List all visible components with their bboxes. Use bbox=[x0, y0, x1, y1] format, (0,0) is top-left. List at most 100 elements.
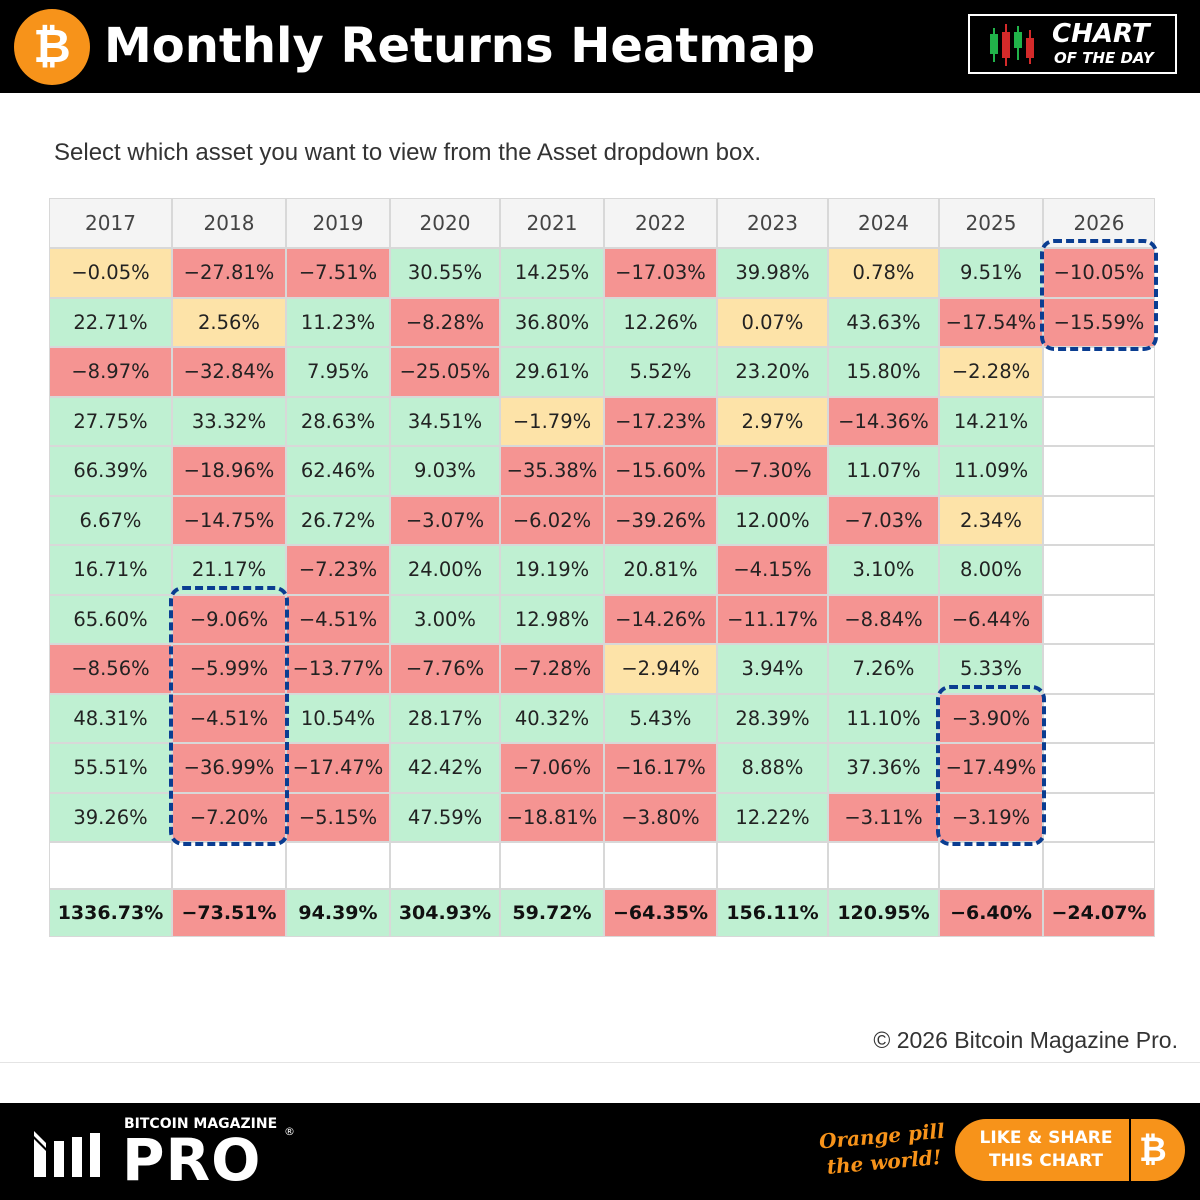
heatmap-cell: 47.59% bbox=[390, 792, 500, 842]
heatmap-cell: −15.59% bbox=[1043, 297, 1155, 347]
heatmap-cell: 2.34% bbox=[939, 495, 1043, 545]
heatmap-cell: 9.51% bbox=[939, 248, 1043, 298]
heatmap-cell: 26.72% bbox=[286, 495, 390, 545]
year-header-2019: 2019 bbox=[286, 198, 390, 248]
total-cell: −73.51% bbox=[172, 889, 286, 937]
heatmap-cell: 29.61% bbox=[500, 347, 604, 397]
heatmap-cell: −9.06% bbox=[172, 594, 286, 644]
registered-mark: ® bbox=[284, 1125, 295, 1138]
heatmap-cell: 43.63% bbox=[828, 297, 939, 347]
year-header-2020: 2020 bbox=[390, 198, 500, 248]
heatmap-cell bbox=[1043, 446, 1155, 496]
heatmap-cell: 28.63% bbox=[286, 396, 390, 446]
heatmap-cell: −14.26% bbox=[604, 594, 717, 644]
heatmap-cell: 66.39% bbox=[49, 446, 172, 496]
heatmap-cell: 11.07% bbox=[828, 446, 939, 496]
heatmap-cell: −5.15% bbox=[286, 792, 390, 842]
heatmap-cell: −3.90% bbox=[939, 693, 1043, 743]
heatmap-cell bbox=[1043, 792, 1155, 842]
heatmap-cell bbox=[1043, 396, 1155, 446]
heatmap-cell: 3.94% bbox=[717, 644, 828, 694]
heatmap-cell: 7.95% bbox=[286, 347, 390, 397]
like-share-button[interactable]: LIKE & SHARE THIS CHART ₿ bbox=[955, 1119, 1185, 1181]
heatmap-cell: 11.23% bbox=[286, 297, 390, 347]
heatmap-spacer-cell bbox=[49, 842, 172, 889]
svg-text:₿: ₿ bbox=[33, 19, 71, 73]
heatmap-cell: −11.17% bbox=[717, 594, 828, 644]
share-line1: LIKE & SHARE bbox=[979, 1128, 1113, 1148]
heatmap-cell: −27.81% bbox=[172, 248, 286, 298]
heatmap-cell: 0.07% bbox=[717, 297, 828, 347]
candlestick-icon bbox=[990, 24, 1034, 66]
page-title: Monthly Returns Heatmap bbox=[104, 18, 816, 74]
heatmap-cell: −5.99% bbox=[172, 644, 286, 694]
heatmap-cell: 55.51% bbox=[49, 743, 172, 793]
heatmap-cell: 33.32% bbox=[172, 396, 286, 446]
heatmap-cell: 0.78% bbox=[828, 248, 939, 298]
heatmap-cell bbox=[1043, 495, 1155, 545]
total-cell: 94.39% bbox=[286, 889, 390, 937]
heatmap-cell: 28.39% bbox=[717, 693, 828, 743]
heatmap-cell: 3.00% bbox=[390, 594, 500, 644]
heatmap-cell: −4.15% bbox=[717, 545, 828, 595]
heatmap-cell: −39.26% bbox=[604, 495, 717, 545]
heatmap-cell: 24.00% bbox=[390, 545, 500, 595]
heatmap-cell: −3.07% bbox=[390, 495, 500, 545]
heatmap-cell: −6.44% bbox=[939, 594, 1043, 644]
heatmap-cell: 12.26% bbox=[604, 297, 717, 347]
heatmap-cell: 39.98% bbox=[717, 248, 828, 298]
year-header-2018: 2018 bbox=[172, 198, 286, 248]
heatmap-cell: 20.81% bbox=[604, 545, 717, 595]
heatmap-cell: −17.54% bbox=[939, 297, 1043, 347]
heatmap-cell: 65.60% bbox=[49, 594, 172, 644]
total-cell: −24.07% bbox=[1043, 889, 1155, 937]
heatmap-cell: −17.47% bbox=[286, 743, 390, 793]
heatmap-cell: −13.77% bbox=[286, 644, 390, 694]
heatmap-spacer-cell bbox=[286, 842, 390, 889]
heatmap-cell: 16.71% bbox=[49, 545, 172, 595]
heatmap-cell: 30.55% bbox=[390, 248, 500, 298]
heatmap-cell: 7.26% bbox=[828, 644, 939, 694]
heatmap-cell: 22.71% bbox=[49, 297, 172, 347]
heatmap-cell: −17.23% bbox=[604, 396, 717, 446]
year-header-2017: 2017 bbox=[49, 198, 172, 248]
heatmap-cell: −0.05% bbox=[49, 248, 172, 298]
heatmap-cell bbox=[1043, 743, 1155, 793]
heatmap-cell: −14.75% bbox=[172, 495, 286, 545]
heatmap-cell: −4.51% bbox=[172, 693, 286, 743]
bitcoin-icon: ₿ bbox=[14, 9, 90, 85]
heatmap-cell: −32.84% bbox=[172, 347, 286, 397]
copyright: © 2026 Bitcoin Magazine Pro. bbox=[873, 1027, 1178, 1053]
heatmap-cell: 42.42% bbox=[390, 743, 500, 793]
heatmap-cell: 34.51% bbox=[390, 396, 500, 446]
heatmap-cell: 14.21% bbox=[939, 396, 1043, 446]
heatmap-cell: −18.96% bbox=[172, 446, 286, 496]
heatmap-cell: −3.80% bbox=[604, 792, 717, 842]
heatmap-cell: −36.99% bbox=[172, 743, 286, 793]
heatmap-cell: −8.97% bbox=[49, 347, 172, 397]
heatmap-cell: 28.17% bbox=[390, 693, 500, 743]
heatmap-cell: 10.54% bbox=[286, 693, 390, 743]
divider bbox=[0, 1062, 1200, 1063]
heatmap-cell: −35.38% bbox=[500, 446, 604, 496]
heatmap-cell: 27.75% bbox=[49, 396, 172, 446]
heatmap-cell: −6.02% bbox=[500, 495, 604, 545]
year-header-2026: 2026 bbox=[1043, 198, 1155, 248]
heatmap-cell: 14.25% bbox=[500, 248, 604, 298]
heatmap-cell: −7.28% bbox=[500, 644, 604, 694]
heatmap-spacer-cell bbox=[1043, 842, 1155, 889]
heatmap-cell: −18.81% bbox=[500, 792, 604, 842]
heatmap-cell bbox=[1043, 594, 1155, 644]
heatmap-cell: −8.28% bbox=[390, 297, 500, 347]
heatmap-cell: 21.17% bbox=[172, 545, 286, 595]
heatmap-cell: 37.36% bbox=[828, 743, 939, 793]
heatmap-cell: −14.36% bbox=[828, 396, 939, 446]
heatmap-cell: −8.84% bbox=[828, 594, 939, 644]
heatmap-cell: −25.05% bbox=[390, 347, 500, 397]
chart-of-the-day-badge: CHART OF THE DAY bbox=[968, 14, 1177, 74]
total-cell: 59.72% bbox=[500, 889, 604, 937]
heatmap-cell: −2.28% bbox=[939, 347, 1043, 397]
heatmap-cell bbox=[1043, 644, 1155, 694]
heatmap-cell: 5.33% bbox=[939, 644, 1043, 694]
heatmap-cell: −1.79% bbox=[500, 396, 604, 446]
